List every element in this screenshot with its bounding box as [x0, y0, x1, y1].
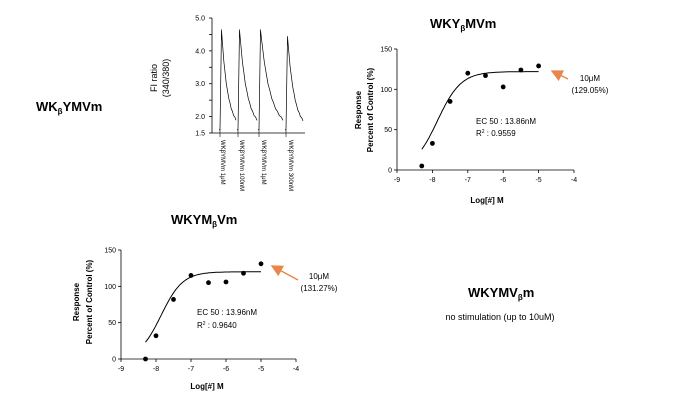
- bottom-data-point: [153, 333, 159, 339]
- bottom-data-point: [241, 270, 246, 276]
- trace-panel: WKβYMVm FI ratio (340/380) 5.0 4.0 3.0 2.0 1…: [36, 16, 305, 191]
- trace-x-label: WKβYMVm 300nM: [287, 140, 293, 191]
- top-data-point: [500, 84, 506, 90]
- top-xtick-label: -5: [535, 177, 541, 184]
- trace-peptide-title: WKβYMVm: [36, 99, 102, 116]
- trace-line: [258, 29, 284, 131]
- bottom-data-points: [143, 261, 264, 362]
- top-xlabel: Log[#] M: [470, 196, 504, 205]
- bottom-xtick-label: -4: [293, 366, 299, 373]
- bottom-xtick-label: -8: [153, 366, 159, 373]
- bottom-ylabel-line1: Response: [72, 282, 81, 321]
- trace-x-label: WKβYMVm 1μM: [219, 140, 225, 185]
- top-ytick-label: 100: [380, 87, 392, 94]
- trace-line: [285, 36, 304, 131]
- trace-ytick-label: 4.0: [195, 48, 205, 55]
- bottom-data-point: [223, 279, 229, 285]
- trace-ylabel-line2: (340/380): [161, 59, 171, 98]
- bottom-r2: R2 : 0.9640: [197, 321, 237, 330]
- top-data-point: [419, 163, 425, 169]
- top-axes: -9 -8 -7 -6 -5 -4 0 50 100 150: [380, 47, 577, 185]
- top-data-point: [447, 99, 453, 104]
- bottom-xtick-label: -6: [223, 366, 229, 373]
- trace-y-ticks: 5.0 4.0 3.0 2.0 1.5: [195, 16, 212, 138]
- top-ylabel-line1: Response: [354, 90, 363, 129]
- top-ylabel-line2: Percent of Control (%): [366, 67, 375, 152]
- top-data-point: [465, 70, 471, 76]
- bottom-chart-panel: WKYMβVm Response Percent of Control (%) …: [72, 212, 338, 391]
- bottom-xtick-label: -5: [258, 366, 264, 373]
- top-xtick-label: -4: [571, 177, 577, 184]
- bottom-data-point: [258, 261, 264, 267]
- bottom-ylabel-line2: Percent of Control (%): [85, 259, 94, 344]
- bottom-ytick-label: 0: [112, 357, 116, 364]
- top-ec50: EC 50 : 13.86nM: [476, 117, 536, 126]
- top-data-point: [483, 73, 488, 79]
- bottom-xlabel: Log[#] M: [190, 382, 224, 391]
- top-xtick-label: -8: [429, 177, 435, 184]
- top-arrow: [550, 70, 569, 82]
- bottom-arrow: [270, 265, 299, 281]
- trace-x-label: WKβYMVm 100nM: [238, 140, 244, 191]
- bottom-data-point: [171, 297, 176, 302]
- trace-x-labels: WKβYMVm 1μM WKβYMVm 100nM WKβYMVm 1μM WKβYM…: [219, 140, 293, 191]
- top-data-point: [430, 140, 435, 146]
- bottom-ytick-label: 50: [108, 320, 116, 327]
- bottom-ytick-label: 150: [104, 248, 116, 255]
- note-text: no stimulation (up to 10uM): [445, 312, 554, 322]
- bottom-axes: -9 -8 -7 -6 -5 -4 0 50 100 150: [104, 248, 299, 374]
- bottom-xtick-label: -9: [118, 366, 124, 373]
- top-data-point: [518, 67, 524, 73]
- top-arrow-label-2: (129.05%): [572, 86, 609, 95]
- top-ytick-label: 50: [384, 127, 392, 134]
- top-chart-panel: WKYβMVm Response Percent of Control (%) …: [354, 16, 609, 205]
- bottom-ytick-label: 100: [104, 284, 116, 291]
- trace-x-label: WKβYMVm 1μM: [260, 140, 266, 185]
- top-ytick-label: 0: [388, 168, 392, 175]
- note-peptide-title: WKYMVβm: [468, 285, 534, 302]
- bottom-ec50: EC 50 : 13.96nM: [197, 308, 257, 317]
- trace-ytick-label: 2.0: [195, 114, 205, 121]
- top-r2: R2 : 0.9559: [476, 129, 516, 138]
- top-arrow-label-1: 10μM: [580, 74, 601, 83]
- top-xtick-label: -7: [465, 177, 471, 184]
- trace-ytick-label: 5.0: [195, 16, 205, 23]
- top-data-point: [536, 63, 541, 69]
- no-stimulation-panel: WKYMVβm no stimulation (up to 10uM): [445, 285, 554, 322]
- bottom-data-point: [188, 273, 194, 278]
- top-xtick-label: -6: [500, 177, 506, 184]
- top-peptide-title: WKYβMVm: [430, 16, 496, 33]
- bottom-fit-curve: [145, 271, 261, 343]
- bottom-xtick-label: -7: [188, 366, 194, 373]
- bottom-data-point: [143, 356, 148, 362]
- bottom-arrow-label-1: 10μM: [309, 272, 330, 281]
- top-xtick-label: -9: [394, 177, 400, 184]
- trace-ytick-label: 3.0: [195, 81, 205, 88]
- trace-line: [237, 29, 258, 131]
- trace-lines: [219, 29, 304, 137]
- bottom-peptide-title: WKYMβVm: [171, 212, 237, 229]
- top-data-points: [419, 63, 541, 169]
- trace-ylabel-line1: FI ratio: [149, 64, 159, 92]
- bottom-arrow-label-2: (131.27%): [301, 284, 338, 293]
- trace-line: [219, 29, 237, 131]
- top-fit-curve: [421, 71, 539, 150]
- top-ytick-label: 150: [380, 47, 392, 54]
- trace-ytick-label: 1.5: [195, 131, 205, 138]
- bottom-data-point: [206, 280, 211, 286]
